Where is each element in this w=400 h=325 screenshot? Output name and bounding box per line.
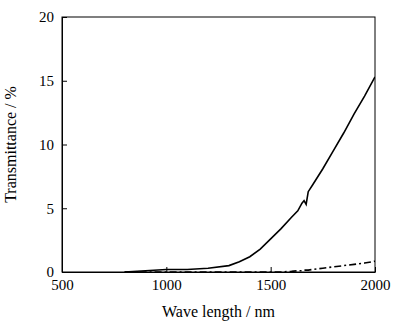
- y-tick: 0: [47, 264, 68, 280]
- y-tick-mark: [62, 272, 67, 273]
- x-tick: 1500: [256, 267, 286, 293]
- y-tick-mark: [62, 81, 67, 82]
- series-group: [125, 77, 375, 272]
- x-tick: 2000: [361, 267, 391, 293]
- y-tick-mark: [62, 145, 67, 146]
- y-tick-label: 0: [47, 264, 55, 280]
- series-line: [125, 261, 375, 272]
- y-tick: 10: [39, 137, 67, 153]
- x-axis-line: [63, 272, 376, 273]
- y-tick-label: 20: [39, 9, 54, 25]
- x-tick-mark: [375, 267, 376, 272]
- y-tick-label: 5: [47, 201, 55, 217]
- chart: 500 1000 1500 2000 0 5 10 15 20 Wave length / nm T…: [0, 0, 400, 325]
- x-tick-label: 500: [51, 277, 74, 293]
- y-axis-title: Transmittance / %: [2, 86, 19, 203]
- x-tick-label: 2000: [361, 277, 391, 293]
- x-tick-label: 1000: [152, 277, 182, 293]
- plot: 500 1000 1500 2000 0 5 10 15 20: [39, 9, 391, 292]
- x-axis-title: Wave length / nm: [162, 303, 275, 321]
- y-tick: 5: [47, 201, 68, 217]
- y-tick-label: 10: [39, 137, 54, 153]
- series-line: [125, 77, 375, 272]
- plot-frame: [62, 17, 375, 272]
- x-tick-label: 1500: [256, 277, 286, 293]
- y-tick-mark: [62, 17, 67, 18]
- y-tick: 15: [39, 73, 67, 89]
- y-tick-label: 15: [39, 73, 54, 89]
- y-tick-mark: [62, 208, 67, 209]
- y-tick: 20: [39, 9, 67, 25]
- y-axis: 0 5 10 15 20: [39, 9, 67, 280]
- x-axis: 500 1000 1500 2000: [51, 267, 390, 293]
